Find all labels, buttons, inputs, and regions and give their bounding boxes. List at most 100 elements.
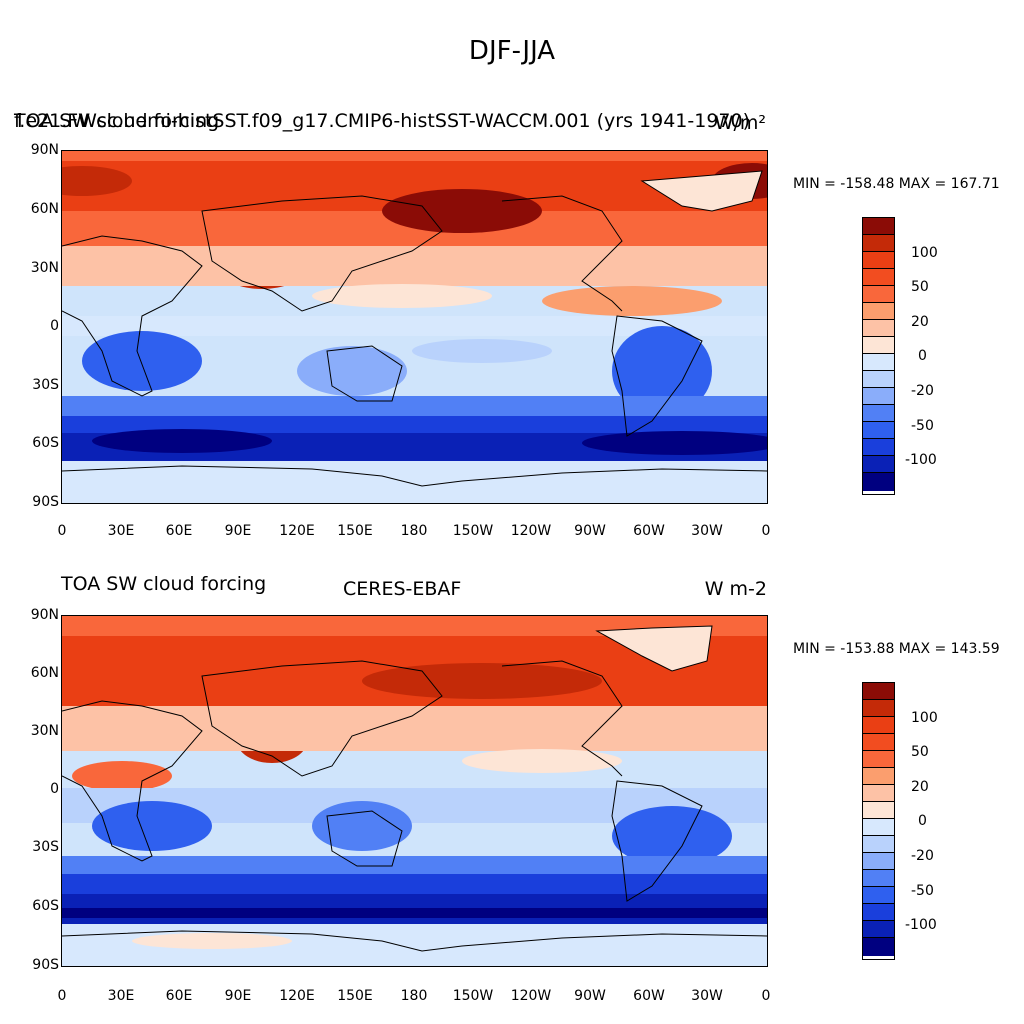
colorbar-bin	[863, 439, 894, 456]
lat-tick-0: 0	[50, 781, 59, 797]
colorbar-bin	[863, 405, 894, 422]
pacific-light	[312, 284, 492, 308]
colorbar-bin	[863, 269, 894, 286]
australia-negative	[297, 346, 407, 396]
arctic-band	[62, 616, 767, 636]
south-max	[62, 908, 767, 918]
colorbar-label: 50	[911, 279, 929, 295]
lon-tick: 150W	[452, 523, 494, 539]
colorbar-bin	[863, 337, 894, 354]
africa-europe-coast	[62, 235, 203, 397]
colorbar-bin	[863, 683, 894, 700]
asia-coast	[201, 660, 443, 777]
colorbar-bin	[863, 853, 894, 870]
north-pacific-max	[382, 189, 542, 233]
obs-colorbar	[862, 682, 895, 960]
lon-tick: 0	[57, 988, 67, 1004]
lon-tick: 90W	[574, 523, 606, 539]
colorbar-bin	[863, 388, 894, 405]
lon-tick: 120W	[510, 988, 552, 1004]
model-panel: f.e21.FWsc.hemi-histSST.f09_g17.CMIP6-hi…	[0, 100, 1024, 539]
lon-tick: 0	[761, 988, 771, 1004]
lat-tick-60s: 60S	[32, 898, 59, 914]
obs-map	[61, 615, 768, 967]
lon-tick: 60E	[165, 523, 193, 539]
colorbar-bin	[863, 904, 894, 921]
lon-tick: 30E	[107, 988, 135, 1004]
lon-tick: 150W	[452, 988, 494, 1004]
colorbar-label: -50	[911, 883, 934, 899]
model-units-label: W/m²	[714, 112, 766, 134]
maritime-negative	[312, 801, 412, 851]
colorbar-label: 50	[911, 744, 929, 760]
colorbar-bin	[863, 802, 894, 819]
colorbar-bin	[863, 921, 894, 938]
obs-variable-label: TOA SW cloud forcing	[61, 573, 267, 595]
obs-map-svg	[62, 616, 767, 966]
subtropic-band	[62, 246, 767, 286]
lat-tick-0: 0	[50, 318, 59, 334]
samerica-negative	[612, 806, 732, 866]
model-min-max: MIN = -158.48 MAX = 167.71	[793, 176, 1000, 192]
colorbar-bin	[863, 371, 894, 388]
model-case-label: f.e21.FWsc.hemi-histSST.f09_g17.CMIP6-hi…	[14, 110, 751, 132]
lon-tick: 120W	[510, 523, 552, 539]
pacific-itcz	[542, 286, 722, 316]
colorbar-bin	[863, 819, 894, 836]
colorbar-bin	[863, 303, 894, 320]
colorbar-bin	[863, 785, 894, 802]
model-colorbar	[862, 217, 895, 495]
lon-tick: 90E	[224, 523, 252, 539]
arctic-max	[62, 166, 132, 196]
south-band-2	[62, 416, 767, 436]
colorbar-label: 100	[911, 710, 938, 726]
greenland	[595, 625, 713, 672]
colorbar-bin	[863, 836, 894, 853]
lon-tick: 60W	[633, 523, 665, 539]
namerica-coast	[501, 660, 623, 777]
spcz	[412, 339, 552, 363]
samerica-coast	[611, 315, 703, 437]
colorbar-bin	[863, 700, 894, 717]
antarctic-light	[132, 933, 292, 949]
lat-tick-30n: 30N	[30, 723, 59, 739]
lon-tick: 30E	[107, 523, 135, 539]
colorbar-bin	[863, 286, 894, 303]
australia-coast	[326, 810, 403, 867]
lat-tick-90n: 90N	[30, 607, 59, 623]
lon-tick: 0	[761, 523, 771, 539]
australia-coast	[326, 345, 403, 402]
lat-tick-60n: 60N	[30, 665, 59, 681]
lon-tick: 30W	[691, 988, 723, 1004]
model-map-svg	[62, 151, 767, 503]
lon-tick: 60W	[633, 988, 665, 1004]
subtropic-band	[62, 706, 767, 751]
colorbar-label: 20	[911, 314, 929, 330]
colorbar-bin	[863, 870, 894, 887]
lon-tick: 150E	[337, 523, 373, 539]
colorbar-bin	[863, 354, 894, 371]
obs-min-max: MIN = -153.88 MAX = 143.59	[793, 641, 1000, 657]
lon-tick: 90W	[574, 988, 606, 1004]
colorbar-bin	[863, 938, 894, 956]
colorbar-label: 0	[918, 348, 927, 364]
south-band-1	[62, 396, 767, 416]
model-variable-label: TOA SW cloud forcing	[14, 110, 220, 132]
lat-tick-30s: 30S	[32, 377, 59, 393]
colorbar-bin	[863, 734, 894, 751]
colorbar-bin	[863, 422, 894, 439]
colorbar-bin	[863, 320, 894, 337]
lat-tick-30n: 30N	[30, 260, 59, 276]
colorbar-bin	[863, 751, 894, 768]
lon-tick: 30W	[691, 523, 723, 539]
lon-tick: 120E	[279, 523, 315, 539]
colorbar-label: 20	[911, 779, 929, 795]
antarctica-coast	[62, 930, 767, 952]
asia-coast	[201, 195, 443, 312]
south-max-2	[582, 431, 767, 455]
lon-tick: 180	[400, 523, 428, 539]
obs-panel: TOA SW cloud forcing CERES-EBAF W m-2	[0, 565, 1024, 1015]
colorbar-bin	[863, 473, 894, 491]
lon-tick: 60E	[165, 988, 193, 1004]
lon-tick: 90E	[224, 988, 252, 1004]
